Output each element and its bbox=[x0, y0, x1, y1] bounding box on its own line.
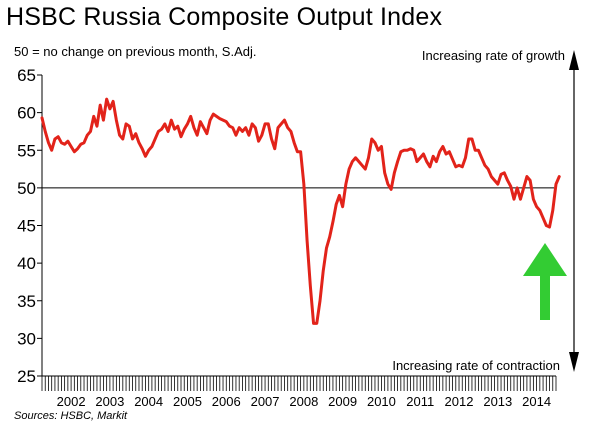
chart-source: Sources: HSBC, Markit bbox=[14, 410, 128, 422]
right-double-arrow bbox=[569, 50, 579, 372]
y-tick-label: 40 bbox=[17, 254, 36, 273]
y-tick-label: 60 bbox=[17, 104, 36, 123]
series-line bbox=[40, 97, 561, 325]
x-tick-label: 2010 bbox=[367, 394, 396, 409]
y-tick-label: 45 bbox=[17, 217, 36, 236]
y-axis: 25 30 35 40 45 50 55 60 65 bbox=[17, 66, 43, 386]
x-axis: 2002 2003 2004 2005 2006 2007 2008 2009 2010 2011… bbox=[41, 375, 557, 409]
annotation-contraction: Increasing rate of contraction bbox=[392, 358, 560, 373]
x-tick-label: 2005 bbox=[173, 394, 202, 409]
y-tick-label: 50 bbox=[17, 179, 36, 198]
x-tick-label: 2012 bbox=[445, 394, 474, 409]
y-tick-label: 65 bbox=[17, 66, 36, 85]
x-tick-label: 2008 bbox=[289, 394, 318, 409]
green-up-arrow-icon bbox=[523, 243, 567, 320]
x-tick-label: 2006 bbox=[212, 394, 241, 409]
x-tick-label: 2011 bbox=[406, 394, 434, 409]
x-tick-label: 2013 bbox=[483, 394, 512, 409]
y-tick-label: 25 bbox=[17, 367, 36, 386]
chart-subtitle: 50 = no change on previous month, S.Adj. bbox=[14, 44, 257, 59]
x-tick-label: 2009 bbox=[328, 394, 357, 409]
arrow-head-up bbox=[569, 50, 579, 70]
x-tick-label: 2002 bbox=[57, 394, 86, 409]
y-tick-label: 55 bbox=[17, 141, 36, 160]
y-tick-label: 30 bbox=[17, 329, 36, 348]
arrow-head-down bbox=[569, 352, 579, 372]
annotation-growth: Increasing rate of growth bbox=[422, 48, 565, 63]
x-tick-label: 2004 bbox=[134, 394, 163, 409]
x-tick-label: 2007 bbox=[251, 394, 280, 409]
y-tick-label: 35 bbox=[17, 292, 36, 311]
chart-title: HSBC Russia Composite Output Index bbox=[6, 3, 443, 31]
x-tick-label: 2014 bbox=[522, 394, 551, 409]
x-tick-label: 2003 bbox=[95, 394, 124, 409]
